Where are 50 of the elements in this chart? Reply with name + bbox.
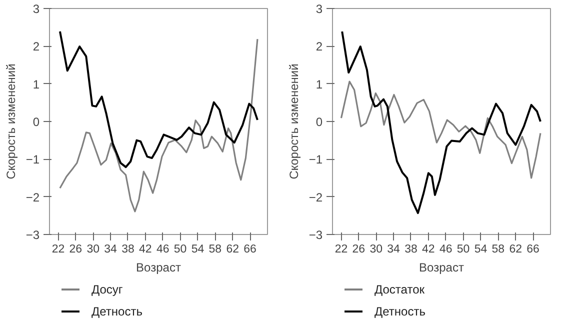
- x-tick-label: 22: [52, 244, 65, 256]
- y-tick-label: 3: [32, 2, 40, 16]
- y-tick-label: 2: [316, 40, 323, 54]
- y-tick-label: 1: [32, 77, 40, 92]
- x-tick-label: 50: [456, 244, 470, 256]
- y-tick-label: −1: [308, 152, 323, 167]
- line-series: [58, 30, 258, 168]
- y-tick-label: 0: [316, 115, 323, 129]
- x-tick-label: 46: [439, 244, 452, 256]
- legend-label: Достаток: [374, 282, 426, 296]
- y-tick-label: −3: [308, 228, 323, 242]
- x-tick-label: 46: [156, 244, 170, 256]
- y-tick-label: 1: [316, 77, 323, 92]
- x-tick-label: 30: [86, 244, 100, 256]
- x-tick-label: 62: [509, 244, 522, 256]
- x-tick-label: 38: [122, 244, 134, 256]
- x-tick-label: 34: [387, 244, 401, 256]
- x-tick-label: 50: [174, 244, 187, 256]
- x-tick-label: 54: [191, 244, 205, 256]
- x-tick-label: 54: [474, 244, 488, 256]
- x-tick-label: 62: [226, 244, 240, 256]
- y-axis-title: Скорость изменений: [286, 64, 301, 180]
- y-tick-label: 2: [32, 40, 40, 54]
- legend-label: Детность: [92, 304, 142, 318]
- x-tick-label: 22: [334, 244, 348, 256]
- x-tick-label: 26: [352, 244, 366, 256]
- x-tick-label: 42: [422, 244, 435, 256]
- line-series: [340, 80, 542, 179]
- y-tick-label: 0: [32, 115, 40, 129]
- x-tick-label: 66: [526, 244, 540, 256]
- x-tick-label: 66: [244, 244, 256, 256]
- legend-label: Детность: [374, 304, 426, 318]
- y-axis-title: Скорость изменений: [4, 64, 18, 180]
- line-series: [341, 30, 542, 214]
- x-tick-label: 34: [104, 244, 118, 256]
- y-tick-label: −2: [26, 190, 40, 204]
- x-tick-label: 58: [208, 244, 222, 256]
- x-tick-label: 42: [139, 244, 152, 256]
- x-tick-label: 30: [370, 244, 382, 256]
- y-tick-label: 3: [316, 2, 323, 16]
- line-series: [59, 38, 258, 212]
- legend-label: Досуг: [92, 282, 124, 296]
- y-tick-label: −3: [26, 228, 40, 242]
- y-tick-label: −2: [308, 190, 323, 204]
- x-tick-label: 38: [404, 244, 418, 256]
- x-tick-label: 58: [492, 244, 505, 256]
- y-tick-label: −1: [26, 152, 40, 167]
- x-axis-title: Возраст: [419, 260, 464, 274]
- x-tick-label: 26: [69, 244, 82, 256]
- x-axis-title: Возраст: [136, 260, 182, 274]
